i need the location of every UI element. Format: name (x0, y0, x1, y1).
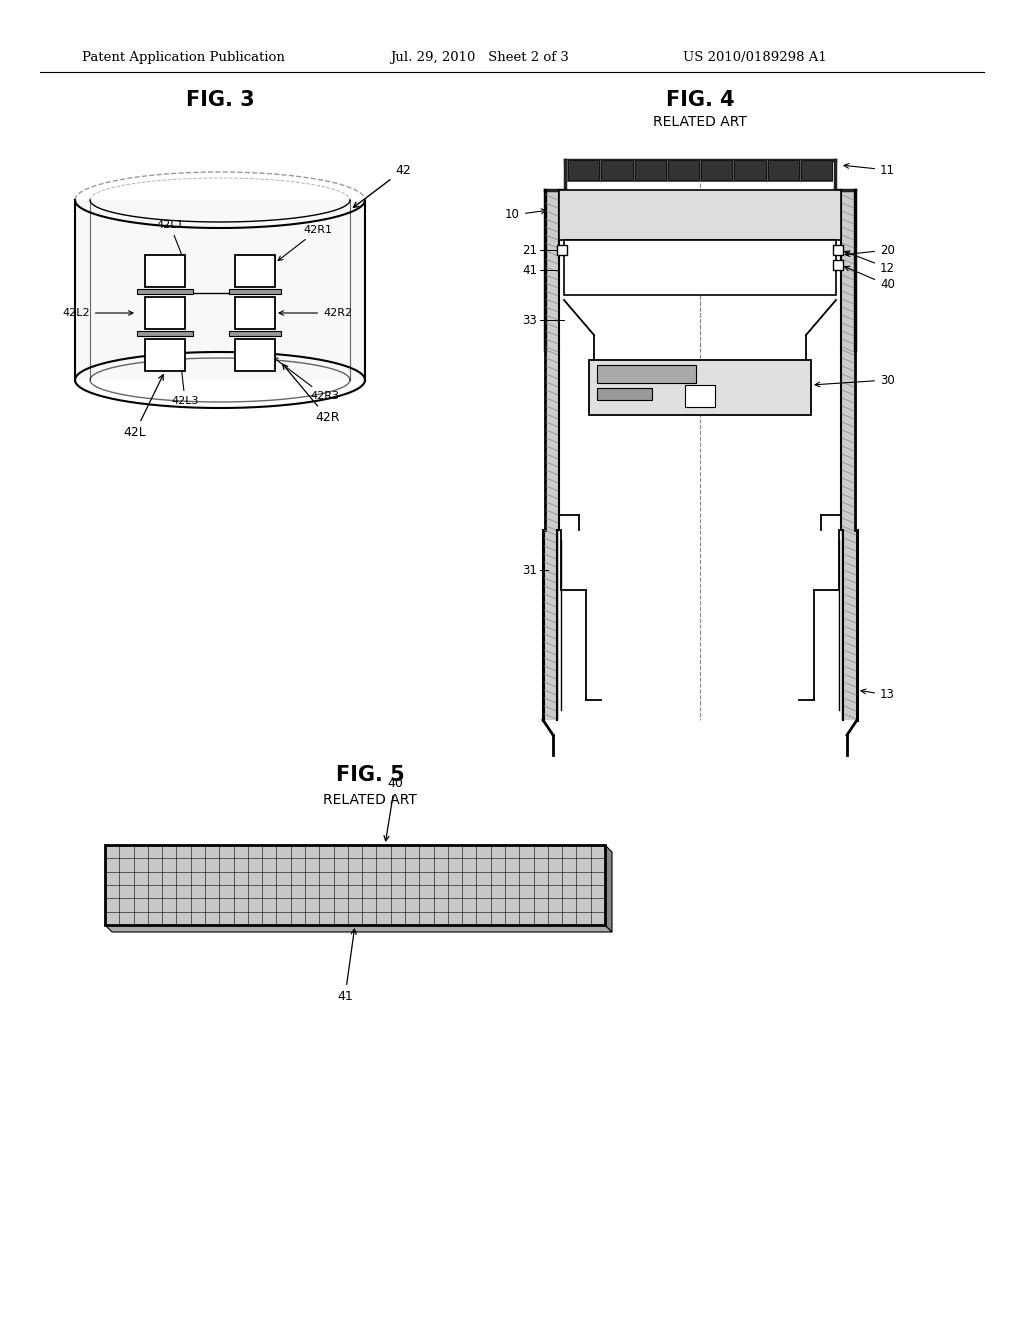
Bar (597, 388, 652, 400)
Bar (545, 350, 559, 531)
Bar (833, 260, 843, 271)
Text: 42R2: 42R2 (279, 308, 352, 318)
Text: 42L1: 42L1 (157, 220, 184, 259)
Bar (145, 255, 185, 286)
Text: 42: 42 (353, 164, 411, 207)
Bar (137, 289, 193, 294)
Bar (841, 531, 857, 719)
Bar (557, 246, 567, 255)
Bar (145, 297, 185, 329)
Bar (543, 531, 559, 719)
Bar (833, 246, 843, 255)
Polygon shape (105, 925, 612, 932)
Bar (841, 190, 855, 350)
Bar (768, 160, 799, 180)
Text: 42L: 42L (124, 375, 163, 440)
Bar (635, 160, 666, 180)
Text: 40: 40 (845, 267, 895, 292)
Bar (137, 331, 193, 337)
Bar (229, 331, 281, 337)
Text: 40: 40 (384, 777, 402, 841)
Text: 41: 41 (337, 929, 356, 1003)
Text: 21: 21 (522, 243, 537, 256)
Text: Jul. 29, 2010   Sheet 2 of 3: Jul. 29, 2010 Sheet 2 of 3 (390, 50, 569, 63)
Bar (734, 160, 766, 180)
Text: 10: 10 (505, 209, 546, 222)
Bar (668, 160, 699, 180)
Text: 42L2: 42L2 (62, 308, 133, 318)
Bar (229, 289, 281, 294)
Text: 20: 20 (845, 243, 895, 256)
Bar (564, 240, 836, 294)
Bar (234, 339, 275, 371)
Bar (568, 160, 599, 180)
Text: Patent Application Publication: Patent Application Publication (82, 50, 285, 63)
Text: 12: 12 (845, 251, 895, 275)
Text: 30: 30 (815, 374, 895, 387)
Bar (567, 160, 833, 182)
Text: FIG. 5: FIG. 5 (336, 766, 404, 785)
Text: 41: 41 (522, 264, 537, 276)
Bar (597, 366, 696, 383)
Polygon shape (75, 201, 365, 380)
Text: 31: 31 (522, 564, 537, 577)
Bar (601, 160, 633, 180)
Bar (801, 160, 831, 180)
Polygon shape (605, 845, 612, 932)
Bar (234, 255, 275, 286)
Text: FIG. 3: FIG. 3 (185, 90, 254, 110)
Text: 33: 33 (522, 314, 537, 326)
Bar (545, 190, 559, 350)
Text: 42L3: 42L3 (171, 359, 199, 407)
Bar (234, 297, 275, 329)
Bar (685, 385, 715, 407)
Text: 13: 13 (861, 689, 895, 701)
Text: 42R: 42R (283, 364, 340, 424)
Text: RELATED ART: RELATED ART (653, 115, 746, 129)
Text: RELATED ART: RELATED ART (323, 793, 417, 807)
Text: FIG. 4: FIG. 4 (666, 90, 734, 110)
Bar (105, 845, 605, 925)
Text: US 2010/0189298 A1: US 2010/0189298 A1 (683, 50, 826, 63)
Bar (145, 339, 185, 371)
Bar (559, 190, 841, 240)
Text: 42R1: 42R1 (279, 224, 332, 260)
Bar (589, 360, 811, 414)
Bar (701, 160, 732, 180)
Text: 42R3: 42R3 (273, 358, 339, 401)
Text: 11: 11 (844, 164, 895, 177)
Bar (841, 350, 855, 531)
